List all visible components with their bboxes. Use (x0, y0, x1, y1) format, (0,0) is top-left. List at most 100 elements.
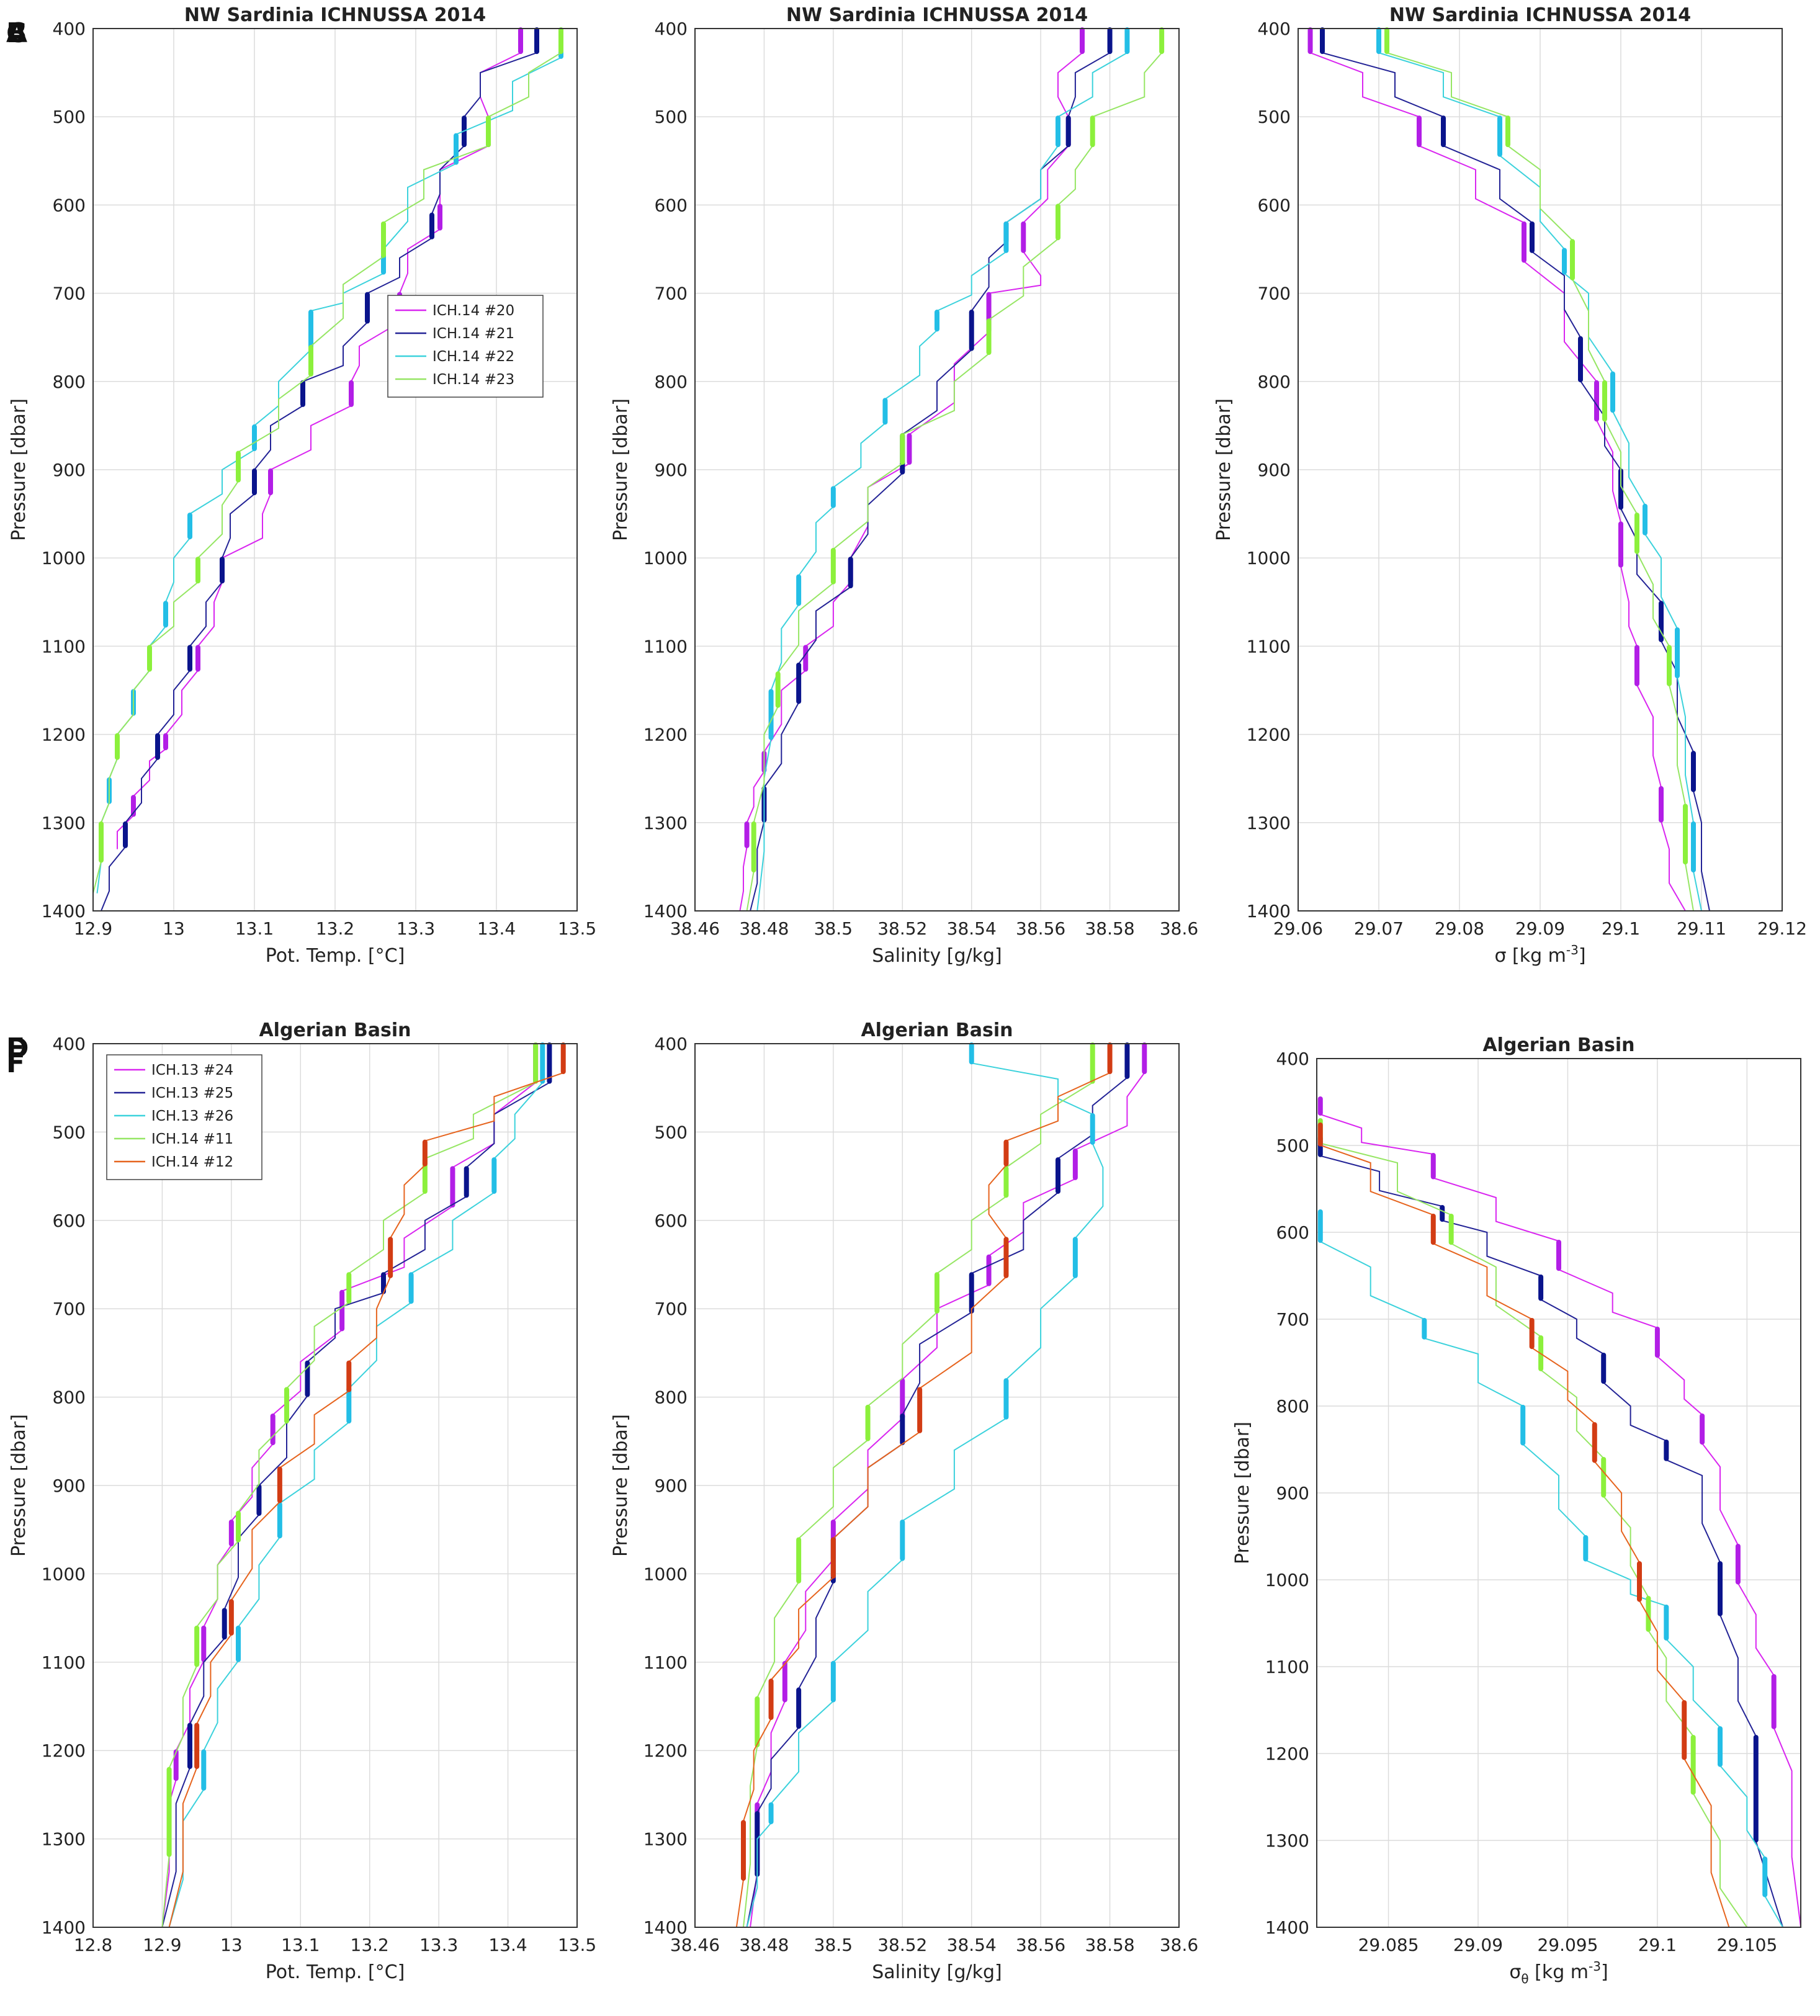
y-tick-label: 1300 (42, 1829, 86, 1850)
series-lines (735, 1042, 1147, 1928)
panel-e: 38.46 38.48 38.5 38.52 38.54 38.56 38.58 38.6 40… (6, 1019, 1198, 1983)
y-tick-label: 1200 (1247, 725, 1291, 745)
x-tick-label: 38.58 (1085, 918, 1134, 939)
x-tick-label: 38.48 (739, 918, 789, 939)
y-tick-label: 600 (53, 195, 86, 215)
x-tick-label: 38.56 (1016, 918, 1065, 939)
y-tick-label: 500 (1276, 1136, 1309, 1156)
y-axis-label: Pressure [dbar] (610, 398, 632, 541)
panel-letter: D (6, 1033, 29, 1064)
y-tick-label: 400 (1276, 1049, 1309, 1069)
x-tick-label: 38.54 (947, 1935, 997, 1955)
panel-title: NW Sardinia ICHNUSSA 2014 (786, 4, 1088, 26)
panel-d: 12.8 12.9 13 13.1 13.2 13.3 13.4 13.5 400 500 600 7… (6, 1019, 596, 1983)
legend-entry: ICH.14 #11 (151, 1131, 233, 1147)
y-tick-label: 500 (655, 107, 688, 127)
y-tick-label: 1200 (1265, 1744, 1309, 1764)
y-tick-label: 1100 (1265, 1657, 1309, 1677)
y-tick-label: 1400 (643, 1917, 688, 1938)
y-tick-label: 1100 (643, 636, 688, 656)
y-tick-label: 700 (1258, 284, 1291, 304)
legend-entry: ICH.14 #23 (433, 372, 514, 388)
x-tick-label: 38.46 (670, 1935, 720, 1955)
legend: ICH.13 #24 ICH.13 #25 ICH.13 #26 ICH.14 #11… (106, 1054, 262, 1180)
y-axis-label: Pressure [dbar] (610, 1414, 632, 1557)
y-tick-label: 1100 (42, 1652, 86, 1673)
series-lines (1317, 1096, 1801, 1928)
x-tick-label: 13.2 (351, 1935, 389, 1955)
panel-letter: B (6, 17, 27, 49)
panel-f: 29.085 29.09 29.095 29.1 29.105 400 500 600 700 8… (6, 1034, 1801, 1986)
y-tick-label: 400 (53, 19, 86, 39)
y-tick-label: 1000 (643, 1564, 688, 1584)
x-tick-label: 38.6 (1160, 1935, 1198, 1955)
axes-frame (694, 28, 1180, 912)
series-lines (1307, 27, 1710, 912)
y-tick-label: 400 (655, 19, 688, 39)
panel-title: NW Sardinia ICHNUSSA 2014 (184, 4, 486, 26)
x-tick-label: 13.2 (316, 918, 354, 939)
legend-entry: ICH.14 #21 (433, 326, 514, 342)
y-tick-label: 1000 (1247, 548, 1291, 568)
panel-letter: C (6, 17, 26, 49)
x-tick-label: 13.3 (419, 1935, 458, 1955)
y-tick-label: 600 (1276, 1222, 1309, 1243)
y-tick-label: 900 (53, 1476, 86, 1496)
y-tick-label: 900 (53, 460, 86, 480)
panel-title: Algerian Basin (1482, 1034, 1634, 1056)
tick-labels: 12.8 12.9 13 13.1 13.2 13.3 13.4 13.5 400 500 600 7… (42, 1034, 596, 1955)
x-tick-label: 29.09 (1515, 918, 1565, 939)
y-tick-label: 500 (53, 1122, 86, 1142)
y-tick-label: 400 (1258, 19, 1291, 39)
x-tick-label: 38.54 (947, 918, 997, 939)
axes-frame (92, 1043, 578, 1928)
y-tick-label: 500 (655, 1122, 688, 1142)
y-tick-label: 1200 (643, 725, 688, 745)
y-tick-label: 1300 (1247, 813, 1291, 833)
y-tick-label: 400 (53, 1034, 86, 1054)
y-tick-label: 900 (1258, 460, 1291, 480)
y-tick-label: 700 (53, 1299, 86, 1319)
panel-title: NW Sardinia ICHNUSSA 2014 (1389, 4, 1691, 26)
y-tick-label: 1000 (42, 1564, 86, 1584)
y-tick-label: 1200 (643, 1740, 688, 1761)
y-tick-label: 700 (655, 1299, 688, 1319)
legend-entry: ICH.14 #22 (433, 349, 514, 365)
x-tick-label: 29.1 (1602, 918, 1640, 939)
y-tick-label: 1100 (42, 636, 86, 656)
y-tick-label: 800 (655, 372, 688, 392)
y-tick-label: 1100 (1247, 636, 1291, 656)
panel-c: 29.06 29.07 29.08 29.09 29.1 29.11 29.12 400 500… (6, 4, 1807, 967)
x-axis-label: Salinity [g/kg] (872, 945, 1002, 967)
y-tick-label: 1300 (643, 1829, 688, 1850)
y-axis-label: Pressure [dbar] (1232, 1422, 1253, 1564)
y-tick-label: 1000 (643, 548, 688, 568)
y-tick-label: 600 (53, 1211, 86, 1231)
y-tick-label: 900 (655, 460, 688, 480)
tick-labels: 29.085 29.09 29.095 29.1 29.105 400 500 600 700 8… (1265, 1049, 1778, 1955)
x-tick-label: 38.5 (814, 918, 853, 939)
y-axis-label: Pressure [dbar] (1213, 398, 1235, 541)
x-tick-label: 12.9 (143, 1935, 181, 1955)
panel-b: 38.46 38.48 38.5 38.52 38.54 38.56 38.58 38.6 40… (6, 4, 1198, 967)
y-tick-label: 1100 (643, 1652, 688, 1673)
x-tick-label: 38.46 (670, 918, 720, 939)
y-axis-label: Pressure [dbar] (8, 398, 30, 541)
x-tick-label: 29.12 (1757, 918, 1807, 939)
x-axis-label: Salinity [g/kg] (872, 1961, 1002, 1983)
panel-letter: F (6, 1047, 25, 1079)
x-tick-label: 12.8 (74, 1935, 112, 1955)
y-tick-label: 500 (53, 107, 86, 127)
y-tick-label: 1300 (42, 813, 86, 833)
legend-entry: ICH.14 #20 (433, 303, 514, 319)
y-tick-label: 800 (1258, 372, 1291, 392)
y-tick-label: 800 (1276, 1396, 1309, 1417)
x-tick-label: 13.3 (397, 918, 435, 939)
axes-frame (1298, 28, 1783, 912)
y-tick-label: 1400 (42, 1917, 86, 1938)
y-tick-label: 1200 (42, 1740, 86, 1761)
tick-labels: 12.9 13 13.1 13.2 13.3 13.4 13.5 400 500 600 700 80… (42, 19, 596, 939)
x-tick-label: 13.4 (477, 918, 516, 939)
panel-title: Algerian Basin (861, 1019, 1013, 1041)
